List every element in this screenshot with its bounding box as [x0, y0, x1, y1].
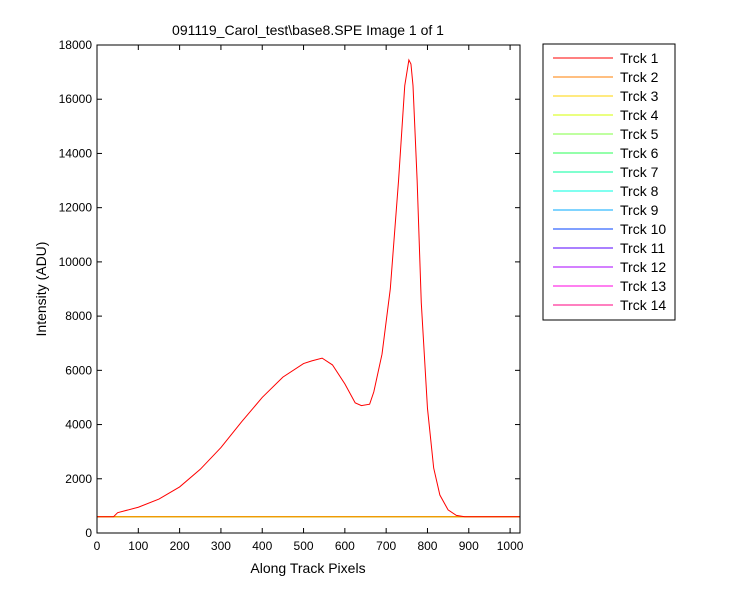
legend-label: Trck 8	[620, 183, 659, 199]
y-tick-label: 0	[85, 526, 92, 540]
y-tick-label: 12000	[59, 201, 93, 215]
legend-label: Trck 2	[620, 69, 659, 85]
x-tick-label: 1000	[497, 539, 524, 553]
legend-label: Trck 11	[620, 240, 665, 256]
axes-box	[96, 44, 521, 534]
legend-label: Trck 4	[620, 107, 659, 123]
x-tick-label: 900	[459, 539, 479, 553]
x-axis-label: Along Track Pixels	[250, 560, 365, 576]
axis-ticks: 0 100 200 300 400 500 600 700 800 900 100002000400…	[59, 38, 524, 553]
legend-label: Trck 6	[620, 145, 659, 161]
legend-label: Trck 13	[620, 278, 666, 294]
legend-label: Trck 3	[620, 88, 659, 104]
legend-label: Trck 1	[620, 50, 659, 66]
y-tick-label: 8000	[65, 309, 92, 323]
series-line-1	[97, 58, 520, 518]
y-tick-label: 4000	[65, 418, 92, 432]
legend: Trck 1 Trck 2 Trck 3 Trck 4 Trck 5 Trck 6 Trck…	[542, 43, 676, 321]
y-tick-label: 18000	[59, 38, 93, 52]
x-tick-label: 800	[417, 539, 437, 553]
y-tick-label: 2000	[65, 472, 92, 486]
chart-title: 091119_Carol_test\base8.SPE Image 1 of 1	[172, 22, 444, 38]
x-tick-label: 400	[252, 539, 272, 553]
legend-label: Trck 14	[620, 297, 666, 313]
legend-label: Trck 10	[620, 221, 666, 237]
y-tick-label: 16000	[59, 92, 93, 106]
x-tick-label: 700	[376, 539, 396, 553]
legend-label: Trck 9	[620, 202, 659, 218]
legend-label: Trck 5	[620, 126, 659, 142]
y-tick-label: 14000	[59, 146, 93, 160]
x-tick-label: 500	[294, 539, 314, 553]
legend-label: Trck 12	[620, 259, 666, 275]
x-tick-label: 100	[128, 539, 148, 553]
legend-box	[542, 43, 676, 321]
x-tick-label: 200	[170, 539, 190, 553]
x-tick-label: 300	[211, 539, 231, 553]
y-tick-label: 6000	[65, 363, 92, 377]
y-axis-label: Intensity (ADU)	[33, 242, 49, 337]
plot-area	[96, 44, 521, 534]
y-tick-label: 10000	[59, 255, 93, 269]
x-tick-label: 0	[94, 539, 101, 553]
x-tick-label: 600	[335, 539, 355, 553]
legend-label: Trck 7	[620, 164, 659, 180]
